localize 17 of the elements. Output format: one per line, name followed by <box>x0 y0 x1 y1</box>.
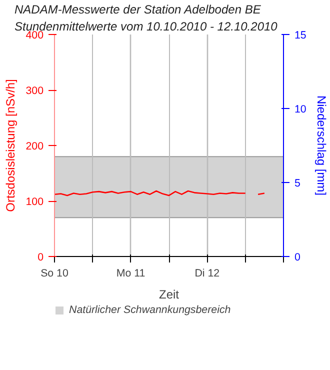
legend-label: Natürlicher Schwannkungsbereich <box>69 304 231 316</box>
x-tick-label: Di 12 <box>194 268 220 280</box>
x-tick-label: Mo 11 <box>116 268 146 280</box>
y-axis-title: Ortsdosisleistung [nSv/h] <box>4 79 18 212</box>
y2-tick-label: 0 <box>294 252 300 264</box>
y-tick-label: 100 <box>26 196 44 208</box>
y-tick-label: 0 <box>38 252 44 264</box>
x-tick-label: So 10 <box>40 268 68 280</box>
y2-tick-label: 15 <box>294 30 306 42</box>
y2-axis-title: Niederschlag [mm] <box>314 95 328 196</box>
y-tick-label: 200 <box>26 140 44 152</box>
chart-title: NADAM-Messwerte der Station Adelboden BE <box>14 2 262 16</box>
y-tick-label: 400 <box>26 30 44 42</box>
y-tick-label: 300 <box>26 85 44 97</box>
y2-tick-label: 5 <box>294 178 300 190</box>
x-axis-title: Zeit <box>159 288 180 302</box>
y2-tick-label: 10 <box>294 104 306 116</box>
